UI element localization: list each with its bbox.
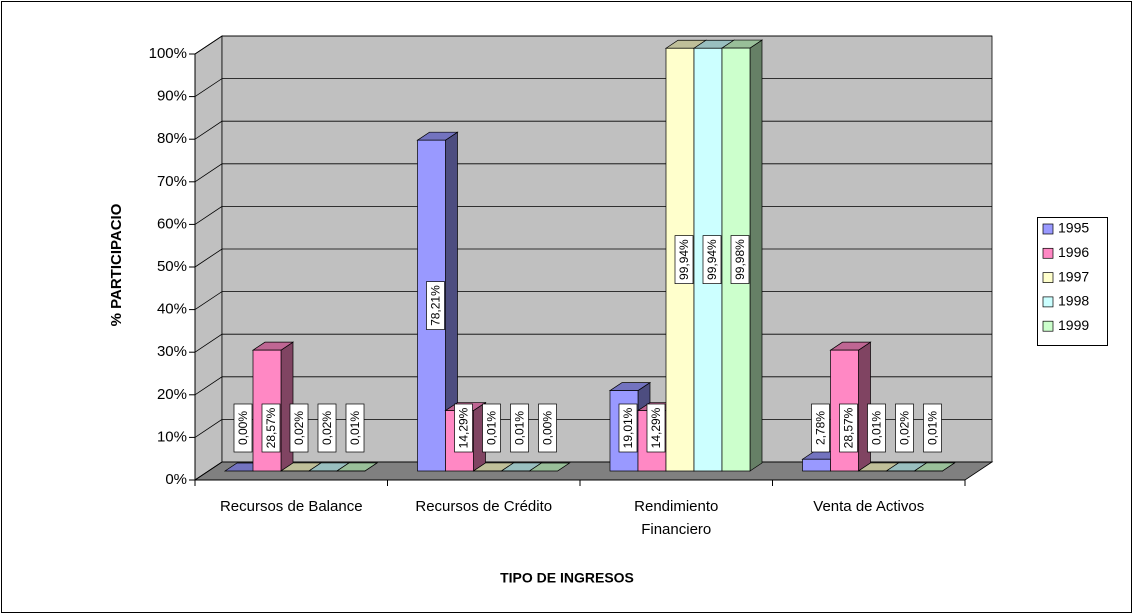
x-tick-label: Rendimiento Financiero (634, 498, 719, 538)
value-label-text: 0,01% (348, 411, 362, 445)
value-label: 0,00% (538, 403, 557, 453)
value-label: 14,29% (646, 403, 666, 453)
grid-line (194, 35, 992, 55)
value-label-box (261, 403, 281, 453)
y-tick-label: 20% (157, 386, 187, 403)
y-tick-label: 80% (157, 130, 187, 147)
legend-swatch (1042, 296, 1054, 308)
value-label-box (345, 403, 365, 453)
value-label: 0,01% (867, 403, 886, 453)
value-label-box (730, 235, 750, 284)
legend-label: 1996 (1058, 244, 1089, 260)
value-label: 0,00% (233, 403, 253, 453)
value-label: 99,94% (702, 235, 722, 284)
value-label-box (233, 403, 253, 453)
value-label-box (839, 403, 858, 453)
value-label-box (618, 403, 638, 453)
value-label: 19,01% (618, 403, 638, 453)
value-label-text: 0,01% (926, 411, 940, 445)
bar-top (528, 462, 571, 472)
legend-label: 1999 (1058, 317, 1089, 333)
value-label-box (674, 235, 694, 284)
legend-swatch (1042, 223, 1054, 235)
value-label-text: 0,00% (541, 411, 555, 445)
value-label-text: 78,21% (429, 285, 443, 326)
value-label-box (317, 403, 337, 453)
legend-label: 1995 (1058, 220, 1089, 236)
value-label: 78,21% (426, 281, 445, 330)
legend-swatch (1042, 247, 1054, 259)
value-label-box (482, 403, 501, 453)
value-label-text: 28,57% (842, 407, 856, 448)
value-label-box (538, 403, 557, 453)
value-label: 28,57% (261, 403, 281, 453)
value-label-box (289, 403, 309, 453)
value-label: 0,02% (895, 403, 914, 453)
value-label-text: 0,01% (485, 411, 499, 445)
y-tick-label: 90% (157, 88, 187, 105)
value-label-text: 0,02% (898, 411, 912, 445)
value-label-text: 19,01% (621, 407, 635, 448)
value-label: 2,78% (811, 403, 830, 453)
value-label: 0,01% (510, 403, 529, 453)
value-label-box (646, 403, 666, 453)
legend-label: 1997 (1058, 268, 1089, 284)
value-label: 99,94% (674, 235, 694, 284)
x-tick-label: Recursos de Balance (219, 498, 363, 515)
value-label-box (510, 403, 529, 453)
x-tick-label: Venta de Activos (813, 498, 925, 515)
legend-label: 1998 (1058, 293, 1089, 309)
value-label-box (811, 403, 830, 453)
x-axis-title: TIPO DE INGRESOS (500, 570, 634, 586)
y-tick-label: 0% (165, 471, 187, 488)
value-label: 0,02% (289, 403, 309, 453)
y-tick-label: 10% (157, 428, 187, 445)
value-label-text: 0,01% (870, 411, 884, 445)
value-label-text: 99,94% (677, 239, 691, 280)
value-label: 0,01% (923, 403, 942, 453)
value-label-text: 99,94% (705, 239, 719, 280)
value-label: 14,29% (454, 403, 473, 453)
value-label-box (923, 403, 942, 453)
y-tick-label: 70% (157, 173, 187, 190)
value-label: 0,01% (482, 403, 501, 453)
x-tick-label: Recursos de Crédito (415, 498, 553, 515)
value-label-text: 14,29% (457, 407, 471, 448)
value-label-box (867, 403, 886, 453)
value-label-text: 0,00% (236, 411, 250, 445)
value-label-box (454, 403, 473, 453)
value-label-text: 0,01% (513, 411, 527, 445)
value-label: 28,57% (839, 403, 858, 453)
value-label-box (426, 281, 445, 330)
y-tick-label: 40% (157, 301, 187, 318)
value-label-text: 14,29% (649, 407, 663, 448)
y-tick-label: 60% (157, 215, 187, 232)
bar-side (749, 39, 763, 472)
value-label-box (702, 235, 722, 284)
value-label-text: 28,57% (264, 407, 278, 448)
value-label-text: 0,02% (292, 411, 306, 445)
y-tick-label: 30% (157, 343, 187, 360)
y-axis-title: % PARTICIPACIO (108, 203, 125, 326)
legend-swatch (1042, 320, 1054, 332)
value-label-box (895, 403, 914, 453)
value-label-text: 99,98% (733, 239, 747, 280)
value-label: 99,98% (730, 235, 750, 284)
value-label-text: 2,78% (814, 411, 828, 445)
bar (802, 458, 831, 472)
value-label: 0,01% (345, 403, 365, 453)
y-tick-label: 100% (149, 45, 187, 62)
y-tick-label: 50% (157, 258, 187, 275)
value-label-text: 0,02% (320, 411, 334, 445)
value-label: 0,02% (317, 403, 337, 453)
legend-swatch (1042, 272, 1054, 283)
